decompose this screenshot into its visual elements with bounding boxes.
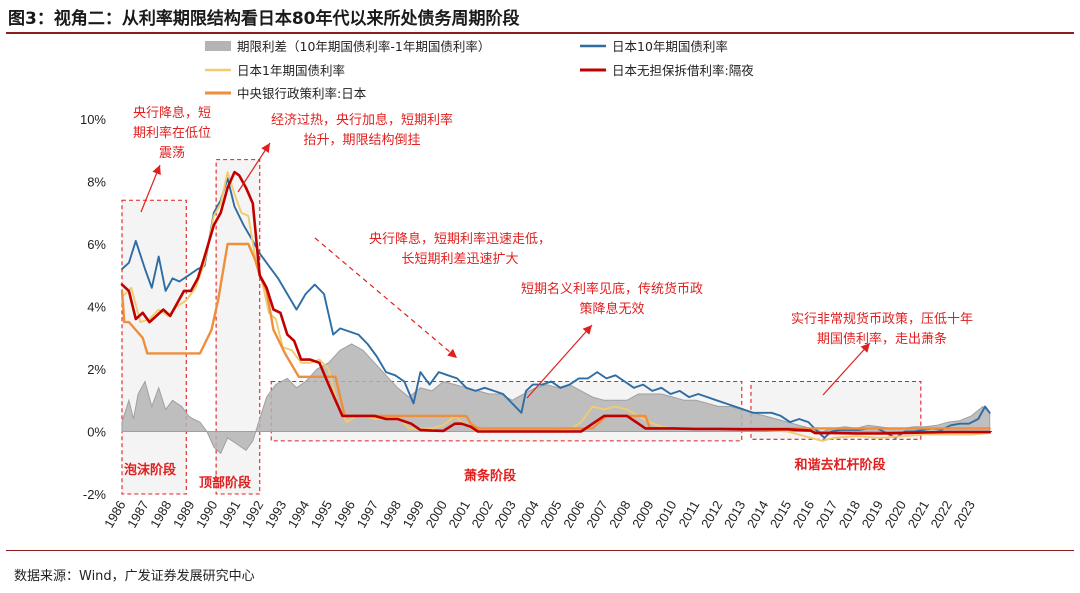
y-tick-label: 4% — [87, 300, 106, 315]
annotation-text: 期利率在低位 — [133, 125, 211, 141]
x-tick-label: 1996 — [331, 498, 358, 531]
x-tick-label: 2020 — [882, 498, 909, 531]
legend-label-jgb1: 日本1年期国债利率 — [237, 63, 345, 78]
series-line-call — [120, 170, 991, 435]
x-tick-label: 1991 — [216, 498, 243, 531]
x-tick-label: 1998 — [377, 498, 404, 531]
series-line-policy — [120, 242, 991, 430]
x-tick-label: 2012 — [698, 498, 725, 531]
series-line-jgb10 — [121, 177, 991, 439]
x-tick-label: 1990 — [193, 498, 220, 531]
y-tick-label: 10% — [80, 112, 106, 127]
x-tick-label: 2013 — [721, 498, 748, 531]
legend-label-policy: 中央银行政策利率:日本 — [237, 86, 367, 101]
x-tick-label: 1997 — [354, 498, 381, 531]
x-tick-label: 2003 — [491, 498, 518, 531]
annotation-text: 抬升，期限结构倒挂 — [303, 133, 420, 148]
figure-title: 图3：视角二：从利率期限结构看日本80年代以来所处债务周期阶段 — [8, 9, 520, 29]
source-rule — [6, 550, 1074, 551]
x-tick-label: 1987 — [124, 498, 151, 531]
legend-swatch-spread — [205, 41, 231, 51]
x-tick-label: 1988 — [147, 498, 174, 531]
x-tick-label: 2018 — [836, 498, 863, 531]
x-tick-label: 2006 — [560, 498, 587, 531]
x-tick-label: 2017 — [813, 498, 840, 531]
legend-label-jgb10: 日本10年期国债利率 — [612, 39, 728, 54]
phase-label: 顶部阶段 — [199, 475, 251, 491]
x-tick-label: 2011 — [676, 498, 703, 530]
annotation-text: 长短期利差迅速扩大 — [401, 252, 518, 267]
x-tick-label: 2019 — [859, 498, 886, 531]
x-tick-label: 2000 — [423, 498, 450, 531]
x-tick-label: 2007 — [583, 498, 610, 531]
x-tick-label: 2023 — [950, 498, 977, 531]
data-source: 数据来源：Wind，广发证券发展研究中心 — [14, 569, 255, 584]
x-tick-label: 2002 — [468, 498, 495, 531]
x-tick-label: 2022 — [928, 498, 955, 531]
annotation-text: 经济过热，央行加息，短期利率 — [271, 112, 453, 128]
annotation-text: 期国债利率，走出萧条 — [817, 331, 947, 347]
legend-label-spread: 期限利差（10年期国债利率-1年期国债利率） — [237, 39, 490, 54]
x-tick-label: 1994 — [285, 498, 312, 531]
x-tick-label: 2015 — [767, 498, 794, 531]
annotation-text: 策降息无效 — [579, 301, 644, 317]
annotation-arrow — [822, 342, 871, 396]
annotation-text: 央行降息，短期利率迅速走低， — [369, 231, 551, 247]
annotation-arrow — [237, 142, 271, 193]
x-tick-label: 2008 — [606, 498, 633, 531]
x-tick-label: 2021 — [905, 498, 932, 531]
annotation-text: 央行降息，短 — [133, 105, 211, 121]
y-tick-label: 8% — [87, 175, 106, 190]
phase-label: 泡沫阶段 — [124, 462, 176, 478]
legend-label-call: 日本无担保拆借利率:隔夜 — [612, 63, 754, 78]
y-tick-label: 2% — [87, 362, 106, 377]
x-tick-label: 2009 — [629, 498, 656, 531]
annotation-arrow — [140, 164, 161, 213]
phase-region — [121, 199, 187, 495]
x-tick-label: 2014 — [744, 498, 771, 531]
annotation-text: 短期名义利率见底，传统货币政 — [521, 281, 703, 297]
x-tick-label: 2001 — [445, 498, 472, 531]
annotation-arrow — [314, 237, 458, 359]
annotation-text: 实行非常规货币政策，压低十年 — [791, 311, 973, 327]
phase-label: 萧条阶段 — [464, 468, 516, 484]
x-tick-label: 1989 — [170, 498, 197, 531]
title-rule — [6, 32, 1074, 34]
annotation-arrow — [526, 324, 593, 399]
x-tick-label: 1995 — [308, 498, 335, 531]
x-tick-label: 1999 — [400, 498, 427, 531]
x-tick-label: 2005 — [537, 498, 564, 531]
x-tick-label: 2010 — [652, 498, 679, 531]
y-tick-label: 6% — [87, 237, 106, 252]
y-tick-label: 0% — [87, 425, 106, 440]
x-tick-label: 1993 — [262, 498, 289, 531]
x-tick-label: 1992 — [239, 498, 266, 531]
x-tick-label: 2016 — [790, 498, 817, 531]
annotation-text: 震荡 — [159, 146, 185, 161]
x-tick-label: 2004 — [514, 498, 541, 531]
y-tick-label: -2% — [83, 487, 107, 502]
x-tick-label: 1986 — [101, 498, 128, 531]
phase-label: 和谐去杠杆阶段 — [794, 457, 885, 473]
